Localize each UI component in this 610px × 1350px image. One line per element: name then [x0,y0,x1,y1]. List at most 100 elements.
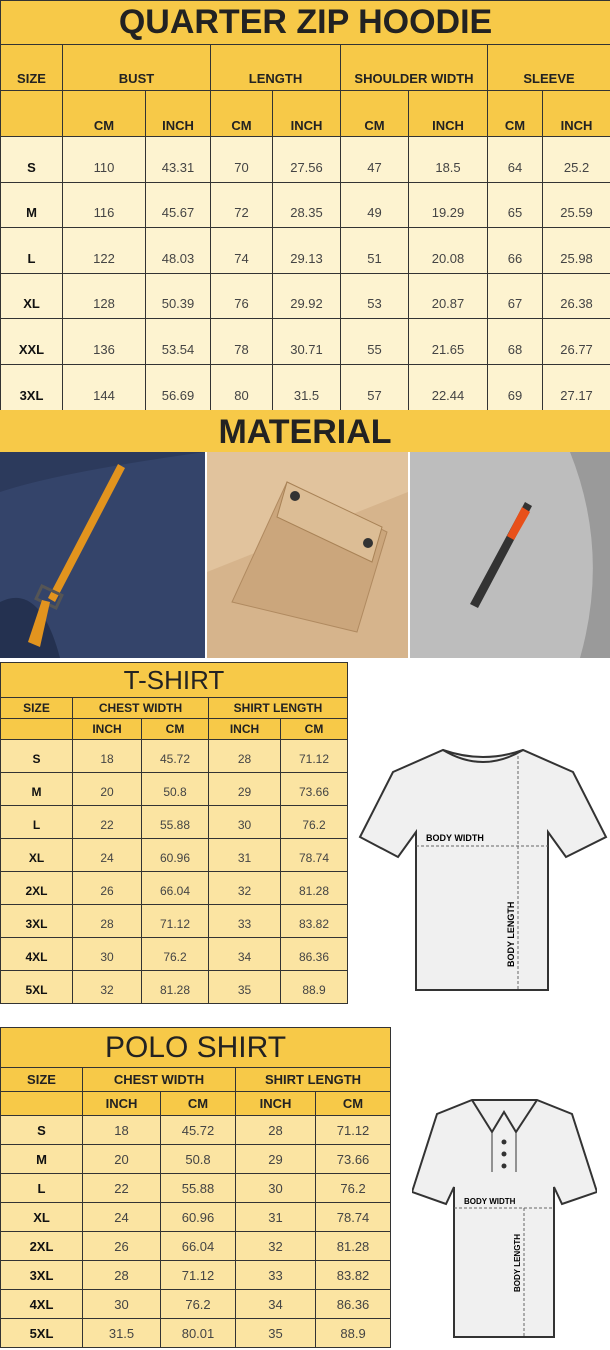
value-cell: 66.04 [141,871,209,905]
value-cell: 53 [340,272,409,320]
value-cell: 81.28 [280,871,348,905]
table-row: XXL 136 53.54 78 30.71 55 21.65 68 26.77 [0,318,610,365]
material-title: MATERIAL [0,410,610,452]
table-row: 3XL 28 71.12 33 83.82 [0,904,348,938]
subheader-inch: INCH [208,718,281,740]
value-cell: 83.82 [314,1260,392,1290]
value-cell: 76.2 [160,1289,236,1319]
value-cell: 22.44 [408,363,488,411]
size-cell: L [0,805,73,839]
tshirt-diagram: BODY WIDTH BODY LENGTH [358,748,608,991]
value-cell: 31 [235,1202,316,1232]
polo-size-table: POLO SHIRT SIZE CHEST WIDTH SHIRT LENGTH I… [0,1027,392,1348]
value-cell: 86.36 [280,937,348,971]
size-cell: 2XL [0,871,73,905]
value-cell: 27.17 [541,363,610,411]
value-cell: 20 [72,772,142,806]
hoodie-title: QUARTER ZIP HOODIE [0,0,610,45]
value-cell: 88.9 [314,1318,392,1348]
header-blank [0,1091,83,1116]
value-cell: 55 [340,318,409,365]
polo-title: POLO SHIRT [0,1027,392,1068]
size-cell: 4XL [0,1289,83,1319]
value-cell: 32 [235,1231,316,1261]
value-cell: 116 [62,181,146,229]
value-cell: 31.5 [82,1318,161,1348]
value-cell: 47 [340,136,409,183]
value-cell: 55.88 [141,805,209,839]
value-cell: 43.31 [145,136,211,183]
value-cell: 30.71 [272,318,341,365]
size-cell: XL [0,838,73,872]
value-cell: 55.88 [160,1173,236,1203]
value-cell: 81.28 [141,970,209,1004]
grey-sleeve-zipper-photo [410,452,610,658]
size-cell: L [0,1173,83,1203]
header-size: SIZE [0,44,63,91]
body-length-label: BODY LENGTH [513,1234,522,1292]
value-cell: 136 [62,318,146,365]
body-width-label: BODY WIDTH [464,1197,516,1206]
table-row: L 122 48.03 74 29.13 51 20.08 66 25.98 [0,227,610,274]
hoodie-size-table: QUARTER ZIP HOODIE SIZE BUST LENGTH SHOU… [0,0,610,411]
subheader-inch: INCH [235,1091,316,1116]
value-cell: 30 [208,805,281,839]
value-cell: 18 [72,739,142,773]
size-cell: XL [0,1202,83,1232]
value-cell: 66.04 [160,1231,236,1261]
value-cell: 45.67 [145,181,211,229]
value-cell: 70 [210,136,273,183]
value-cell: 49 [340,181,409,229]
subheader-cm: CM [280,718,348,740]
tshirt-title: T-SHIRT [0,662,348,698]
value-cell: 19.29 [408,181,488,229]
value-cell: 110 [62,136,146,183]
value-cell: 33 [208,904,281,938]
subheader-cm: CM [160,1091,236,1116]
table-row: M 20 50.8 29 73.66 [0,772,348,806]
value-cell: 67 [487,272,543,320]
table-row: XL 24 60.96 31 78.74 [0,1202,392,1232]
header-chest-width: CHEST WIDTH [72,697,209,719]
size-cell: M [0,772,73,806]
value-cell: 29.92 [272,272,341,320]
value-cell: 28 [82,1260,161,1290]
value-cell: 78.74 [314,1202,392,1232]
value-cell: 29 [208,772,281,806]
value-cell: 76.2 [141,937,209,971]
khaki-flap-pocket-photo [207,452,408,658]
subheader-cm: CM [210,90,273,137]
value-cell: 78 [210,318,273,365]
subheader-inch: INCH [272,90,341,137]
value-cell: 28 [72,904,142,938]
size-cell: XL [0,272,63,320]
header-bust: BUST [62,44,211,91]
value-cell: 22 [82,1173,161,1203]
value-cell: 33 [235,1260,316,1290]
value-cell: 51 [340,227,409,274]
value-cell: 76.2 [280,805,348,839]
table-row: 2XL 26 66.04 32 81.28 [0,1231,392,1261]
body-width-label: BODY WIDTH [426,833,484,843]
value-cell: 24 [82,1202,161,1232]
table-row: 5XL 32 81.28 35 88.9 [0,970,348,1004]
tshirt-size-table: T-SHIRT SIZE CHEST WIDTH SHIRT LENGTH INCH… [0,662,348,1004]
value-cell: 20.08 [408,227,488,274]
size-cell: 4XL [0,937,73,971]
header-shoulder-width: SHOULDER WIDTH [340,44,488,91]
value-cell: 32 [208,871,281,905]
table-row: 2XL 26 66.04 32 81.28 [0,871,348,905]
value-cell: 18 [82,1115,161,1145]
value-cell: 81.28 [314,1231,392,1261]
table-row: L 22 55.88 30 76.2 [0,1173,392,1203]
value-cell: 30 [235,1173,316,1203]
table-row: XL 24 60.96 31 78.74 [0,838,348,872]
header-chest-width: CHEST WIDTH [82,1067,236,1092]
value-cell: 34 [235,1289,316,1319]
size-cell: 3XL [0,1260,83,1290]
header-length: LENGTH [210,44,341,91]
value-cell: 50.39 [145,272,211,320]
header-sleeve: SLEEVE [486,44,610,91]
value-cell: 31 [208,838,281,872]
value-cell: 73.66 [280,772,348,806]
